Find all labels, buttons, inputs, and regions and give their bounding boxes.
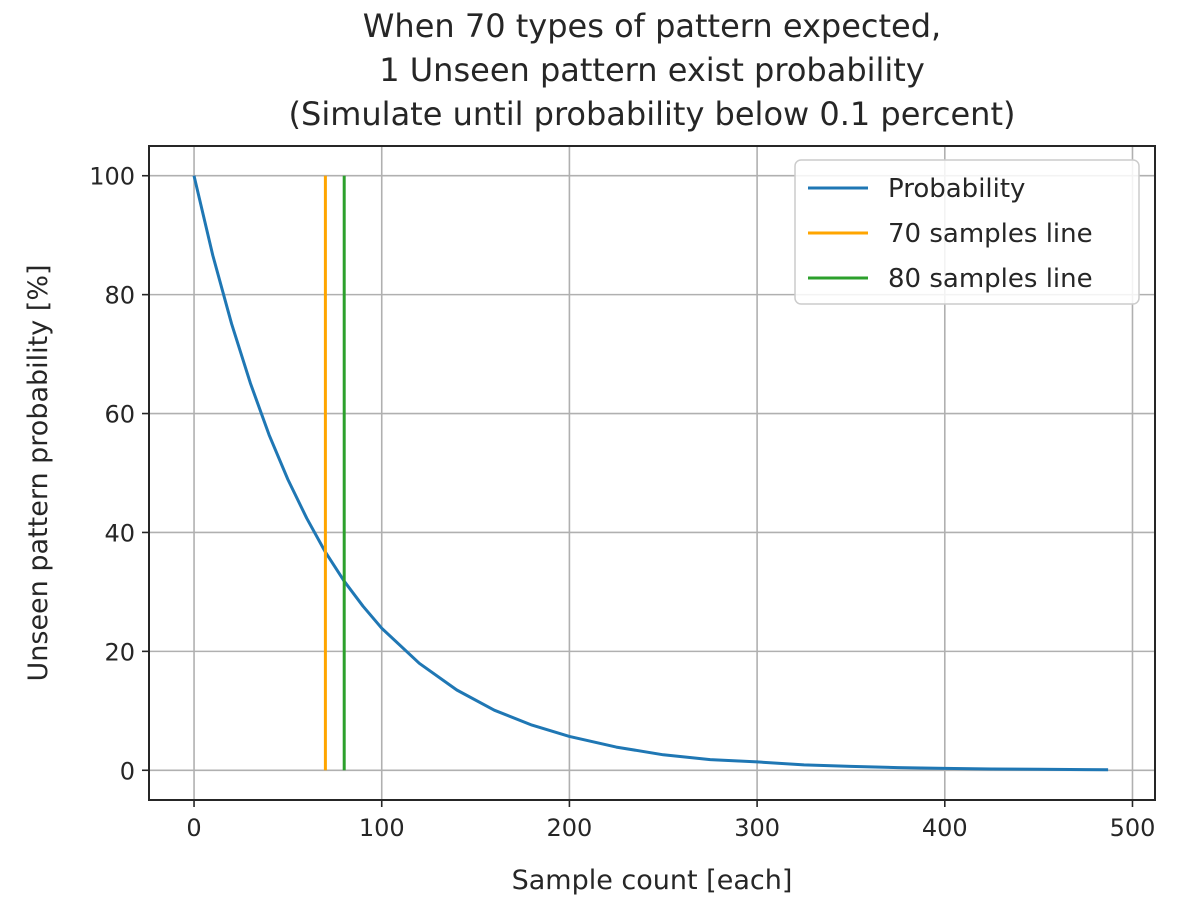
- legend-box: [794, 159, 1140, 305]
- y-tick-label: 0: [120, 757, 135, 785]
- x-tick-label: 400: [922, 814, 968, 842]
- legend-label-70-samples-line: 70 samples line: [888, 219, 1093, 249]
- x-tick-label: 500: [1110, 814, 1156, 842]
- plot-series: [192, 175, 1109, 772]
- y-tick-label: 80: [104, 282, 135, 310]
- legend-label-probability: Probability: [888, 174, 1025, 204]
- plot-frame: [148, 145, 1156, 801]
- chart-title-line-3: (Simulate until probability below 0.1 pe…: [289, 95, 1016, 133]
- axis-ticks: 0 100 200 300 400 500 0 20 40 60 80 100: [89, 163, 1155, 842]
- y-tick-label: 20: [104, 638, 135, 666]
- y-tick-label: 40: [104, 519, 135, 547]
- legend: Probability 70 samples line 80 samples lin…: [794, 159, 1140, 305]
- x-tick-label: 100: [359, 814, 405, 842]
- x-tick-label: 200: [547, 814, 593, 842]
- x-tick-label: 300: [734, 814, 780, 842]
- chart-title-line-2: 1 Unseen pattern exist probability: [379, 51, 925, 89]
- chart-title-line-1: When 70 types of pattern expected,: [363, 7, 941, 45]
- y-tick-label: 60: [104, 401, 135, 429]
- legend-label-80-samples-line: 80 samples line: [888, 264, 1093, 294]
- y-axis-label: Unseen pattern probability [%]: [23, 264, 54, 681]
- x-tick-label: 0: [186, 814, 201, 842]
- y-tick-label: 100: [89, 163, 135, 191]
- x-axis-label: Sample count [each]: [512, 865, 793, 896]
- series-line-probability: [192, 175, 1109, 772]
- chart-title: When 70 types of pattern expected, 1 Uns…: [289, 7, 1016, 133]
